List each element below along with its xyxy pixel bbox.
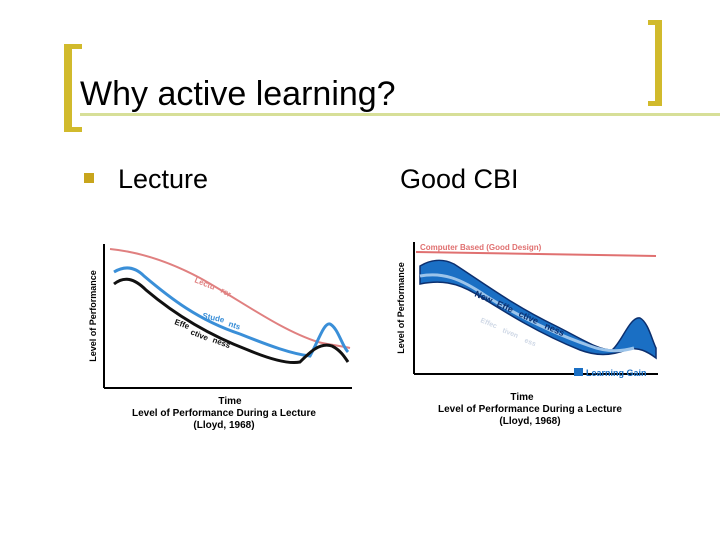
- students-line: [113, 266, 350, 358]
- cbi-y-axis-label: Level of Performance: [396, 262, 406, 354]
- effectiveness-line: [113, 277, 350, 364]
- left-bracket-bottom: [64, 127, 82, 132]
- lecture-chart: Lectu rer Stude nts Effe ctive ness Leve…: [88, 244, 352, 431]
- left-bracket-bar: [64, 44, 72, 132]
- learning-gain-legend-label: Learning Gain: [586, 368, 647, 378]
- bullet-square-icon: [84, 173, 94, 183]
- effectiveness-label-3: ess: [523, 337, 537, 348]
- cbi-x-axis-label: Time: [510, 392, 534, 403]
- lecture-chart-citation: (Lloyd, 1968): [193, 420, 254, 431]
- cbi-chart-citation: (Lloyd, 1968): [499, 416, 560, 427]
- lecture-chart-caption: Level of Performance During a Lecture: [132, 408, 316, 419]
- title-underline: [80, 113, 720, 116]
- students-curve-label-2: nts: [227, 319, 242, 331]
- good-cbi-label: Good CBI: [400, 164, 519, 194]
- right-bracket-bottom: [648, 101, 662, 106]
- good-cbi-chart: Computer Based (Good Design) New Effe ct…: [396, 242, 658, 427]
- lecturer-line: [109, 248, 351, 349]
- right-bracket-bar: [655, 20, 662, 106]
- computer-based-line: [415, 251, 657, 257]
- learning-gain-legend-swatch: [574, 368, 583, 376]
- slide-title: Why active learning?: [80, 75, 396, 113]
- lecture-x-axis-label: Time: [218, 396, 242, 407]
- right-bracket-top: [648, 20, 662, 25]
- lecture-label: Lecture: [118, 164, 209, 194]
- learning-gain-area: [419, 259, 657, 360]
- computer-based-label: Computer Based (Good Design): [420, 243, 542, 252]
- effectiveness-label-2: tiven: [501, 327, 519, 340]
- lecture-y-axis-label: Level of Performance: [88, 270, 98, 362]
- cbi-chart-caption: Level of Performance During a Lecture: [438, 404, 622, 415]
- effectiveness-band: [419, 273, 635, 353]
- left-bracket-top: [64, 44, 82, 49]
- lecturer-curve-label-1: Lectu: [193, 276, 216, 292]
- effectiveness-curve-label-3: ness: [211, 335, 232, 350]
- effectiveness-label-1: Effec: [479, 317, 498, 330]
